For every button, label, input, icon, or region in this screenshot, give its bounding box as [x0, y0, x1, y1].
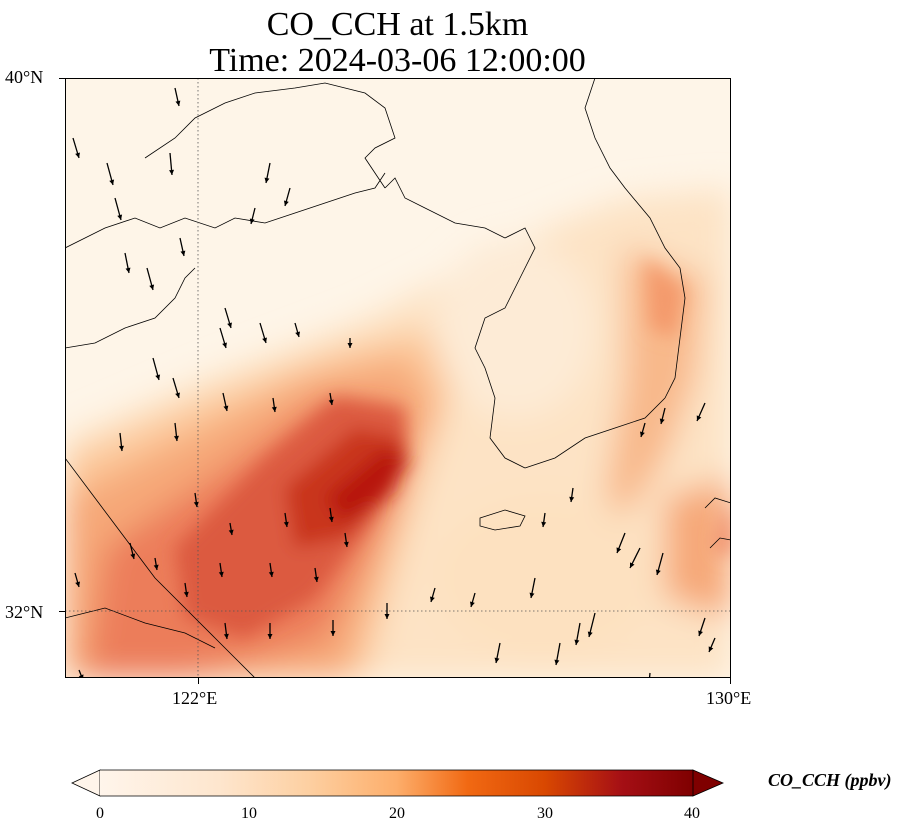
wind-vectors: [72, 87, 716, 678]
wind-arrow-head: [655, 569, 661, 575]
colorbar-gradient: [100, 770, 693, 796]
colorbar-tick-20: 20: [389, 805, 405, 822]
wind-arrow-head: [117, 214, 123, 220]
wind-arrow-head: [659, 418, 665, 424]
colorbar-tick-0: 0: [96, 805, 104, 822]
wind-arrow-head: [180, 250, 186, 256]
wind-arrow-head: [330, 631, 336, 636]
wind-arrow-head: [384, 614, 390, 619]
colorbar-extend-high: [692, 769, 725, 797]
wind-arrow-head: [630, 562, 635, 568]
wind-arrow-head: [554, 659, 560, 665]
lon-tick-130e: [730, 678, 731, 684]
wind-arrow-head: [125, 267, 131, 273]
wind-arrow-head: [328, 399, 334, 405]
wind-arrow-head: [569, 496, 575, 502]
wind-arrow-head: [228, 529, 234, 535]
wind-arrow-head: [222, 342, 227, 348]
wind-arrow-head: [541, 521, 547, 527]
wind-arrow-head: [283, 200, 289, 206]
wind-arrow: [648, 672, 651, 678]
map-title-line2: Time: 2024-03-06 12:00:00: [209, 42, 586, 79]
colorbar-tick-40: 40: [684, 805, 700, 822]
wind-arrow-head: [130, 553, 136, 559]
lon-label-122e: 122°E: [172, 688, 218, 708]
colorbar-tick-10: 10: [241, 805, 257, 822]
wind-arrow-head: [183, 591, 189, 597]
wind-arrow-head: [283, 521, 289, 527]
wind-arrow-head: [494, 657, 500, 663]
map-panel: [65, 78, 731, 678]
wind-arrow-head: [696, 415, 702, 421]
wind-arrow-head: [708, 646, 714, 652]
map-title-line1: CO_CCH at 1.5km: [266, 6, 529, 43]
colorbar: [71, 769, 725, 797]
wind-arrow-head: [223, 633, 229, 639]
wind-arrow: [78, 669, 83, 678]
wind-arrow-head: [264, 177, 270, 183]
wind-arrow-head: [118, 445, 124, 451]
wind-arrow-head: [169, 169, 175, 175]
wind-arrow-head: [587, 631, 593, 637]
wind-arrow-head: [149, 284, 155, 290]
wind-arrow-head: [227, 322, 232, 328]
wind-arrow-head: [429, 596, 435, 602]
wind-arrow-head: [249, 218, 255, 224]
colorbar-tick-30: 30: [537, 805, 553, 822]
gridlines: [65, 78, 731, 678]
wind-arrow-head: [271, 406, 277, 412]
wind-arrow-head: [173, 435, 179, 441]
wind-arrow-head: [469, 601, 475, 607]
wind-arrow-head: [639, 431, 645, 437]
wind-arrow-head: [262, 337, 267, 343]
wind-arrow-head: [75, 152, 80, 158]
wind-arrow-head: [347, 343, 353, 348]
concentration-field: [65, 78, 731, 678]
wind-arrow-head: [574, 639, 580, 645]
wind-arrow-head: [175, 392, 180, 398]
wind-arrow-head: [223, 405, 229, 411]
wind-arrow-head: [153, 564, 159, 570]
wind-arrow-head: [175, 100, 181, 106]
colorbar-extend-low: [71, 769, 101, 797]
wind-arrow-head: [267, 634, 273, 639]
wind-arrow-head: [295, 331, 301, 337]
wind-arrow-head: [698, 630, 703, 636]
lon-tick-122e: [198, 678, 199, 684]
wind-arrow-head: [155, 374, 161, 380]
lat-tick-32n: [59, 611, 65, 612]
wind-arrow-head: [313, 576, 319, 582]
wind-arrow-head: [616, 547, 622, 553]
wind-arrow-head: [218, 571, 224, 577]
lat-label-40n: 40°N: [5, 67, 44, 87]
wind-arrow-head: [268, 571, 274, 577]
lat-label-32n: 32°N: [5, 602, 44, 622]
wind-arrow-head: [75, 581, 81, 587]
wind-arrow-head: [328, 516, 334, 522]
lon-label-130e: 130°E: [706, 688, 752, 708]
colorbar-label: CO_CCH (ppbv): [768, 770, 892, 790]
wind-arrow-head: [109, 179, 115, 185]
wind-arrow-head: [343, 541, 349, 547]
wind-arrow-head: [529, 592, 535, 598]
lat-tick-40n: [59, 78, 65, 79]
coastlines: [65, 78, 731, 678]
wind-arrow-head: [193, 501, 199, 507]
